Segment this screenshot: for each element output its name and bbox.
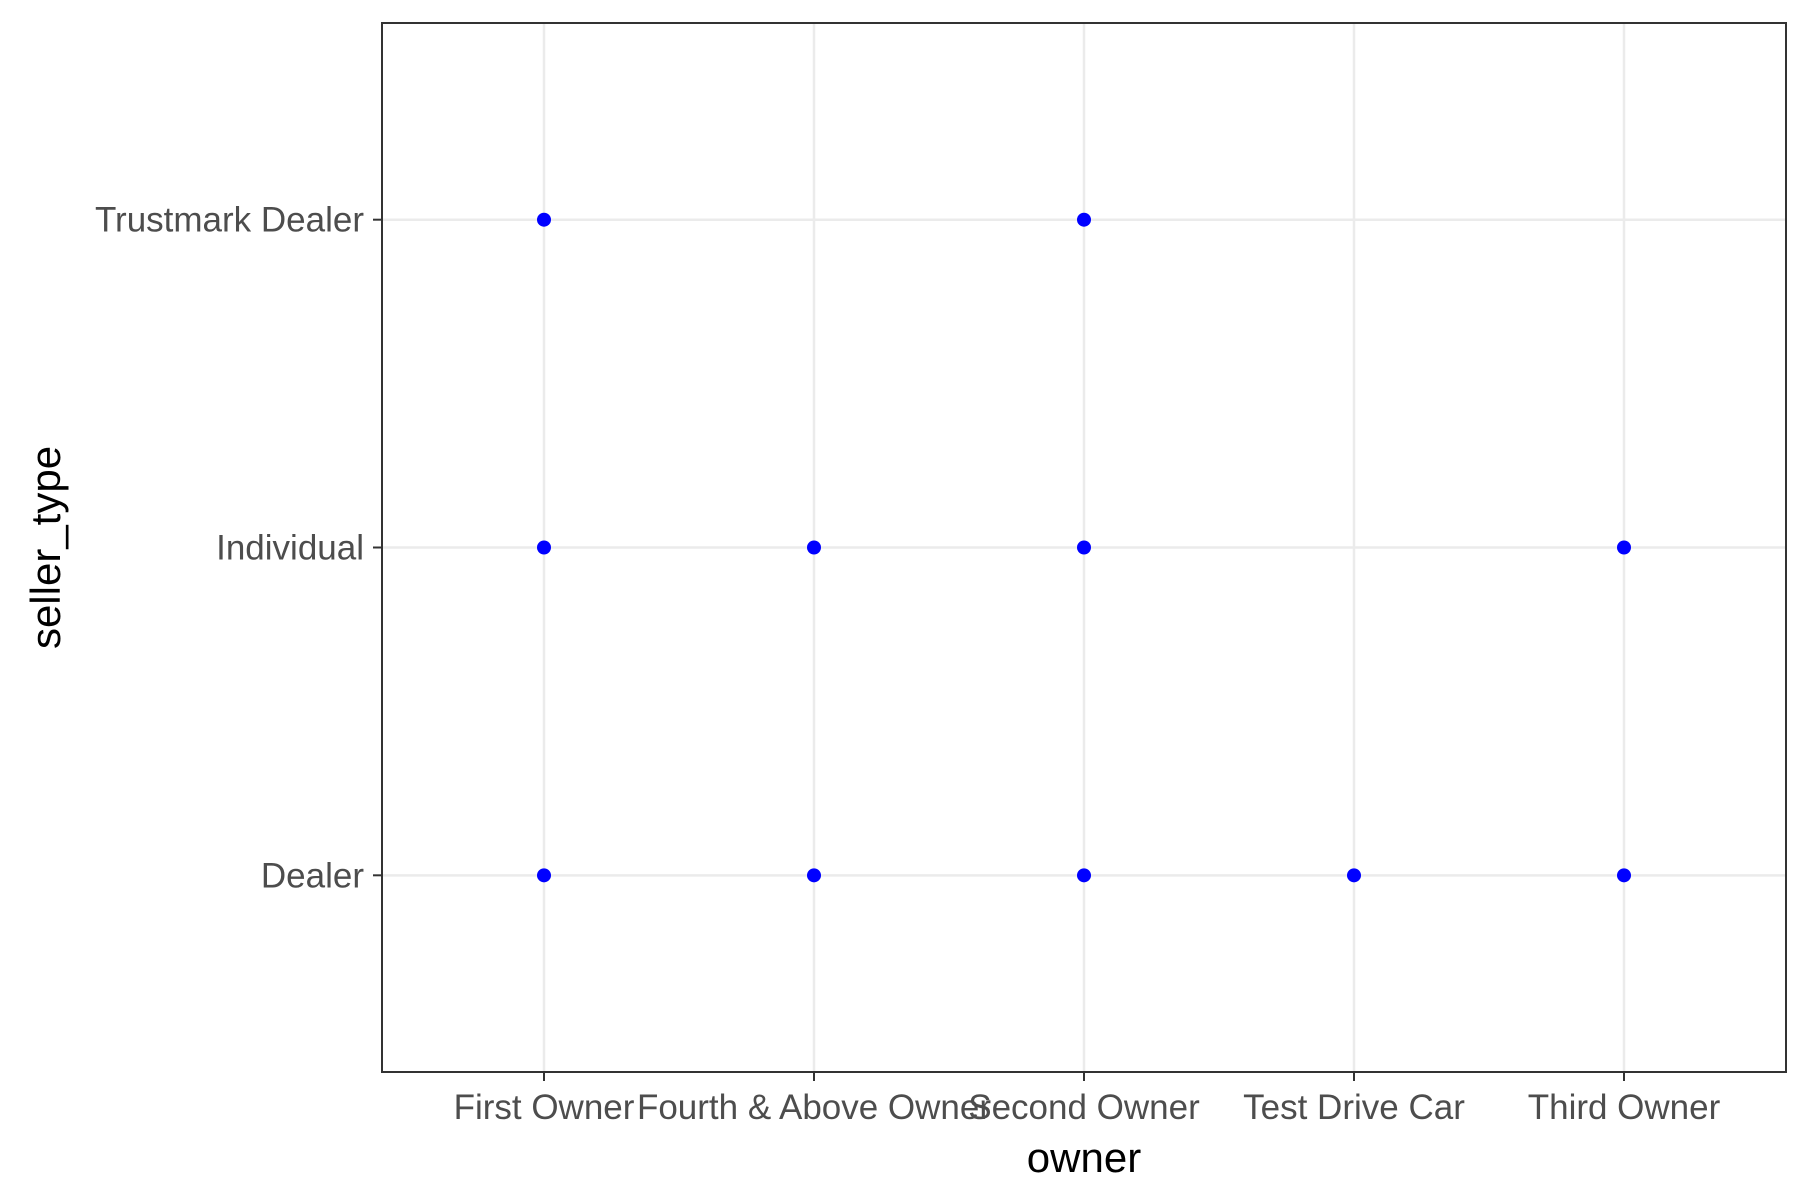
data-point bbox=[1617, 868, 1631, 883]
data-points bbox=[537, 212, 1631, 883]
x-axis-title: owner bbox=[1027, 1134, 1141, 1181]
y-tick-label: Trustmark Dealer bbox=[95, 201, 364, 240]
data-point bbox=[1347, 868, 1361, 883]
data-point bbox=[537, 540, 551, 555]
x-tick-label: Second Owner bbox=[968, 1088, 1200, 1127]
y-tick-label: Individual bbox=[216, 529, 364, 568]
data-point bbox=[807, 868, 821, 883]
x-tick-label: Third Owner bbox=[1528, 1088, 1721, 1127]
data-point bbox=[537, 868, 551, 883]
data-point bbox=[1077, 212, 1091, 227]
y-axis-title: seller_type bbox=[22, 446, 69, 649]
data-point bbox=[1077, 540, 1091, 555]
data-point bbox=[807, 540, 821, 555]
data-point bbox=[1617, 540, 1631, 555]
data-point bbox=[1077, 868, 1091, 883]
x-tick-label: First Owner bbox=[454, 1088, 635, 1127]
axis-ticks bbox=[373, 218, 1625, 1081]
data-point bbox=[537, 212, 551, 227]
x-tick-label: Test Drive Car bbox=[1243, 1088, 1465, 1127]
y-tick-label: Dealer bbox=[261, 856, 364, 895]
x-tick-label: Fourth & Above Owner bbox=[637, 1088, 991, 1127]
